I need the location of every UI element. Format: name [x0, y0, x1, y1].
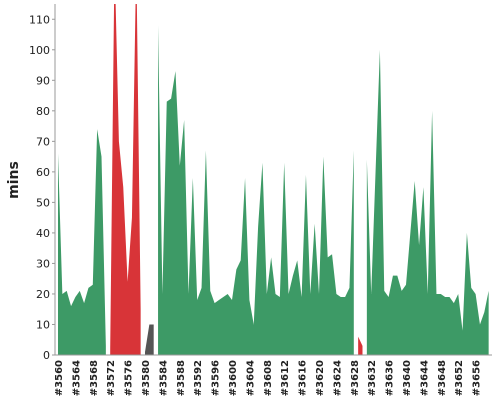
y-tick-label: 100 [29, 44, 50, 57]
x-tick-label: #3584 [158, 360, 169, 396]
x-tick-label: #3612 [280, 360, 291, 396]
x-tick-label: #3620 [315, 360, 326, 396]
x-tick-label: #3572 [106, 360, 117, 396]
y-tick-label: 10 [36, 318, 50, 331]
y-tick-label: 60 [36, 166, 50, 179]
y-tick-label: 90 [36, 74, 50, 87]
area [366, 49, 489, 355]
x-tick-label: #3648 [437, 360, 448, 396]
x-tick-label: #3576 [124, 360, 135, 396]
area [158, 25, 354, 355]
y-tick-label: 0 [43, 349, 50, 362]
x-tick-label: #3580 [141, 360, 152, 396]
plot-area [58, 4, 489, 355]
y-tick-label: 40 [36, 227, 50, 240]
x-tick-label: #3592 [193, 360, 204, 396]
y-tick-label: 20 [36, 288, 50, 301]
y-axis-label: mins [6, 161, 22, 199]
x-tick-label: #3568 [89, 360, 100, 396]
x-tick-label: #3564 [71, 360, 82, 396]
x-tick-label: #3604 [245, 360, 256, 396]
x-tick-label: #3600 [228, 360, 239, 396]
y-tick-label: 110 [29, 13, 50, 26]
area [58, 129, 106, 355]
x-tick-label: #3624 [332, 360, 343, 396]
x-tick-label: #3588 [176, 360, 187, 396]
x-tick-label: #3616 [298, 360, 309, 396]
x-tick-label: #3608 [263, 360, 274, 396]
x-tick-label: #3640 [402, 360, 413, 396]
area [358, 336, 363, 355]
y-tick-label: 70 [36, 135, 50, 148]
y-tick-label: 30 [36, 257, 50, 270]
x-tick-label: #3632 [367, 360, 378, 396]
y-tick-label: 50 [36, 196, 50, 209]
x-tick-label: #3656 [472, 360, 483, 396]
x-tick-label: #3652 [454, 360, 465, 396]
y-tick-label: 80 [36, 105, 50, 118]
area [110, 4, 141, 355]
x-tick-label: #3636 [385, 360, 396, 396]
x-tick-label: #3628 [350, 360, 361, 396]
x-tick-label: #3644 [419, 360, 430, 396]
x-tick-label: #3560 [54, 360, 65, 396]
area [145, 324, 154, 355]
x-tick-label: #3596 [211, 360, 222, 396]
